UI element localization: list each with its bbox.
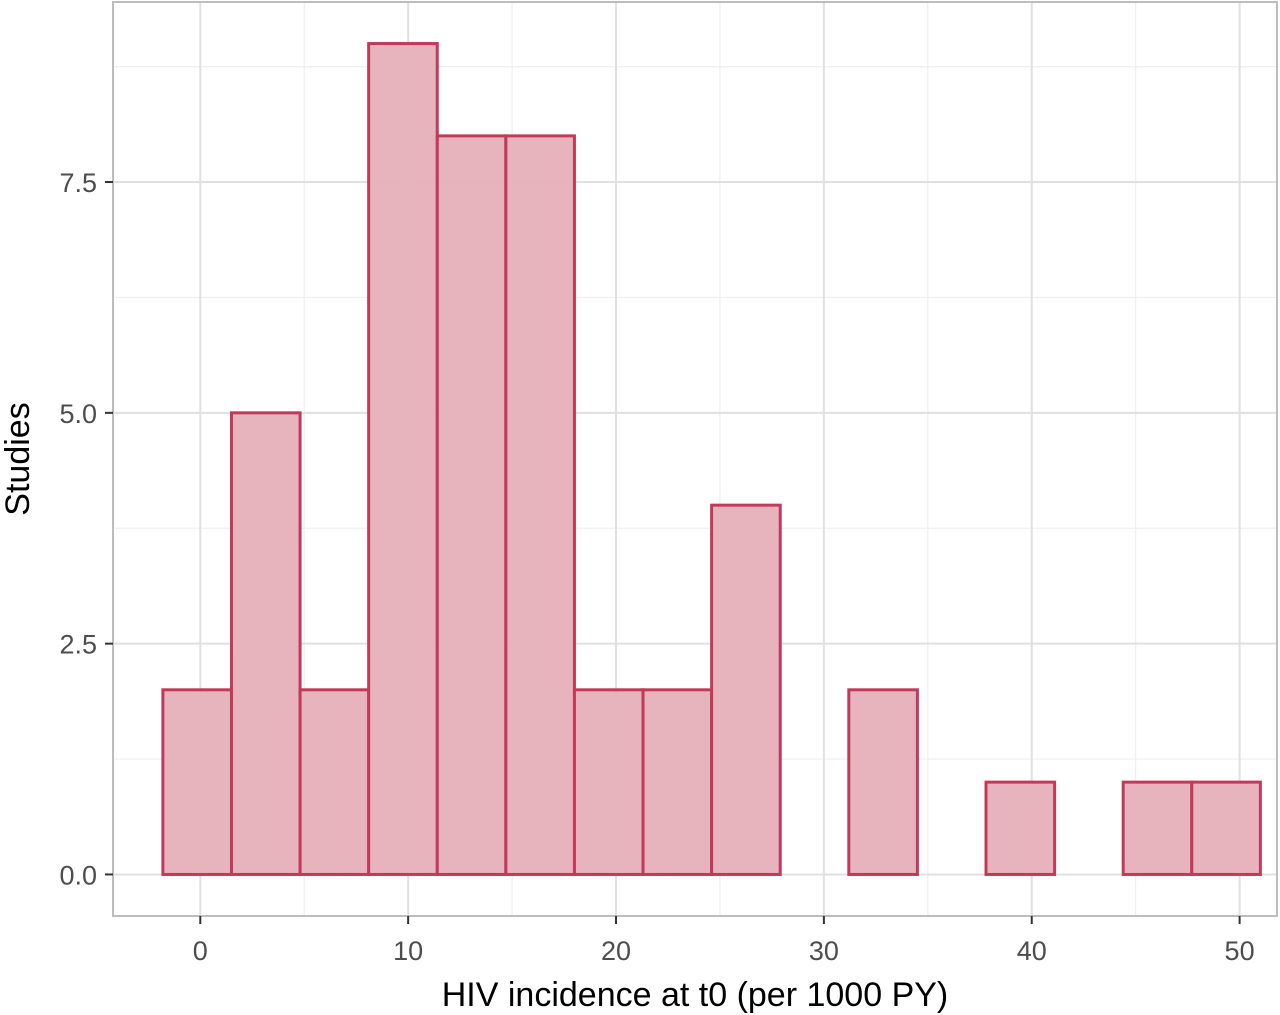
axis-ticks (105, 181, 1241, 924)
y-axis-title: Studies (0, 402, 37, 515)
x-tick-label: 50 (1225, 936, 1255, 966)
y-tick-label: 7.5 (59, 168, 97, 198)
panel-border (112, 1, 1278, 917)
histogram-bar (572, 688, 645, 876)
histogram-bar (1121, 780, 1194, 876)
histogram-bar (984, 780, 1057, 876)
histogram-bar (504, 134, 576, 876)
x-tick-label: 0 (193, 936, 208, 966)
histogram-bar (1190, 780, 1262, 876)
histogram-bar (847, 688, 919, 876)
histogram-bar (435, 134, 508, 876)
histogram-bar (161, 688, 233, 876)
bars (161, 42, 1262, 876)
y-tick-label: 2.5 (59, 630, 97, 660)
x-tick-label: 40 (1017, 936, 1047, 966)
histogram-bar (367, 42, 439, 876)
histogram-bar (298, 688, 371, 876)
x-tick-label: 20 (601, 936, 631, 966)
histogram-bar (710, 503, 782, 876)
tick-labels: 0 10 20 30 40 50 0.0 2.5 5.0 7.5 (59, 168, 1254, 966)
y-tick-label: 5.0 (59, 399, 97, 429)
y-tick-label: 0.0 (59, 860, 97, 890)
histogram-bar (229, 411, 302, 876)
x-axis-title: HIV incidence at t0 (per 1000 PY) (442, 976, 949, 1014)
x-tick-label: 30 (809, 936, 839, 966)
x-tick-label: 10 (393, 936, 423, 966)
histogram-bar (641, 688, 714, 876)
